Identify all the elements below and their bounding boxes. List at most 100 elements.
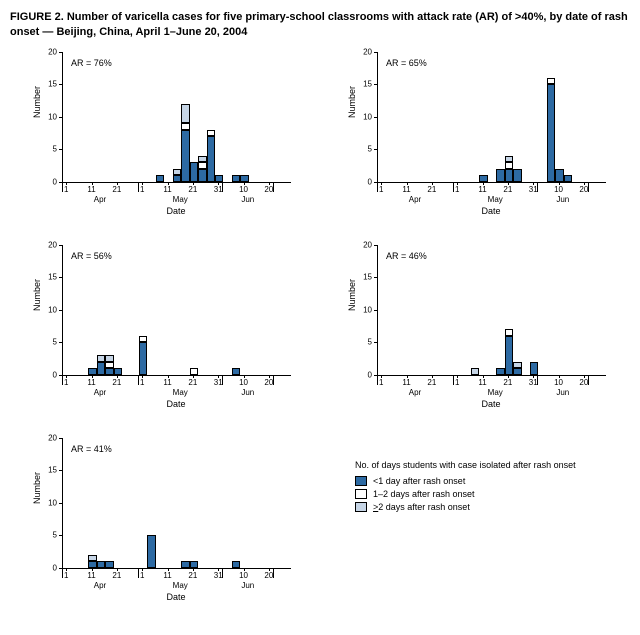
bar-segment <box>181 561 189 568</box>
x-tick-label: 11 <box>163 571 171 580</box>
bar <box>530 362 538 375</box>
bar-segment <box>471 368 479 375</box>
x-axis: 1112111121311020AprMayJunDate <box>62 183 290 217</box>
y-tick-label: 10 <box>41 112 57 121</box>
bar <box>232 561 240 568</box>
x-tick-label: 21 <box>427 185 436 194</box>
x-tick-label: 1 <box>455 185 459 194</box>
bar-segment <box>97 561 105 568</box>
x-axis: 1112111121311020AprMayJunDate <box>62 569 290 603</box>
bar-segment <box>190 561 198 568</box>
bar-segment <box>232 175 240 182</box>
y-tick-label: 10 <box>41 305 57 314</box>
x-tick-label: 11 <box>87 571 95 580</box>
x-axis-label: Date <box>481 399 500 409</box>
legend-label: >2 days after rash onset <box>373 502 470 512</box>
chart-area: 05101520AR = 46% <box>377 245 606 376</box>
month-label: Apr <box>94 388 106 397</box>
y-tick-label: 15 <box>41 80 57 89</box>
y-tick-label: 10 <box>41 498 57 507</box>
bar <box>496 169 504 182</box>
x-tick-label: 11 <box>87 378 95 387</box>
x-axis-label: Date <box>166 206 185 216</box>
y-tick-label: 15 <box>356 80 372 89</box>
x-tick-label: 1 <box>140 571 144 580</box>
y-tick-label: 15 <box>356 273 372 282</box>
x-tick-label: 20 <box>264 185 273 194</box>
bar-segment <box>88 368 96 375</box>
x-axis: 1112111121311020AprMayJunDate <box>62 376 290 410</box>
legend-swatch <box>355 489 367 499</box>
chart-panel: Number05101520AR = 41%1112111121311020Ap… <box>40 438 290 603</box>
bar-segment <box>232 368 240 375</box>
x-tick-label: 20 <box>264 571 273 580</box>
chart-panel: Number05101520AR = 65%1112111121311020Ap… <box>355 52 605 217</box>
x-tick-label: 1 <box>140 185 144 194</box>
bar-segment <box>496 169 504 182</box>
bar <box>105 561 113 568</box>
bar-segment <box>105 561 113 568</box>
month-label: Apr <box>409 388 421 397</box>
x-tick-label: 20 <box>579 378 588 387</box>
month-label: Apr <box>409 195 421 204</box>
x-tick-label: 20 <box>579 185 588 194</box>
y-tick-label: 0 <box>356 177 372 186</box>
x-tick-label: 1 <box>64 571 68 580</box>
y-tick-label: 10 <box>356 112 372 121</box>
bar-segment <box>139 342 147 375</box>
bar-segment <box>181 130 189 182</box>
y-tick-label: 20 <box>356 240 372 249</box>
bar-segment <box>190 368 198 375</box>
bar-segment <box>181 104 189 124</box>
x-tick-label: 31 <box>214 571 223 580</box>
bar-segment <box>479 175 487 182</box>
legend-title: No. of days students with case isolated … <box>355 460 605 472</box>
month-label: Apr <box>94 195 106 204</box>
y-tick-label: 5 <box>356 145 372 154</box>
x-tick-label: 31 <box>529 185 538 194</box>
month-label: Jun <box>241 195 254 204</box>
bar <box>471 368 479 375</box>
x-axis: 1112111121311020AprMayJunDate <box>377 376 605 410</box>
month-label: May <box>488 195 503 204</box>
bar <box>190 561 198 568</box>
bar <box>156 175 164 182</box>
bar <box>181 104 189 182</box>
x-tick-label: 11 <box>478 185 486 194</box>
bar-segment <box>513 368 521 375</box>
bar-segment <box>530 362 538 375</box>
chart-area: 05101520AR = 65% <box>377 52 606 183</box>
x-tick-label: 11 <box>87 185 95 194</box>
bar-segment <box>240 175 248 182</box>
bar-segment <box>198 169 206 182</box>
y-tick-label: 20 <box>356 47 372 56</box>
x-tick-label: 10 <box>239 571 248 580</box>
x-tick-label: 10 <box>239 378 248 387</box>
bar-segment <box>173 175 181 182</box>
legend-label: <1 day after rash onset <box>373 476 465 486</box>
bar <box>496 368 504 375</box>
month-label: May <box>173 581 188 590</box>
x-tick-label: 10 <box>554 378 563 387</box>
x-tick-label: 1 <box>379 378 383 387</box>
bar-segment <box>156 175 164 182</box>
bar <box>88 368 96 375</box>
legend-item: <1 day after rash onset <box>355 476 605 486</box>
x-tick-label: 10 <box>554 185 563 194</box>
bar-segment <box>105 368 113 375</box>
bar <box>505 156 513 182</box>
bar <box>139 336 147 375</box>
legend-swatch <box>355 476 367 486</box>
x-tick-label: 11 <box>163 378 171 387</box>
bar-segment <box>505 169 513 182</box>
bar <box>555 169 563 182</box>
bar-segment <box>190 162 198 182</box>
x-axis-label: Date <box>481 206 500 216</box>
bar <box>232 175 240 182</box>
bar-segment <box>564 175 572 182</box>
x-tick-label: 1 <box>140 378 144 387</box>
y-tick-label: 5 <box>356 338 372 347</box>
y-tick-label: 10 <box>356 305 372 314</box>
chart-area: 05101520AR = 41% <box>62 438 291 569</box>
bar <box>147 535 155 568</box>
